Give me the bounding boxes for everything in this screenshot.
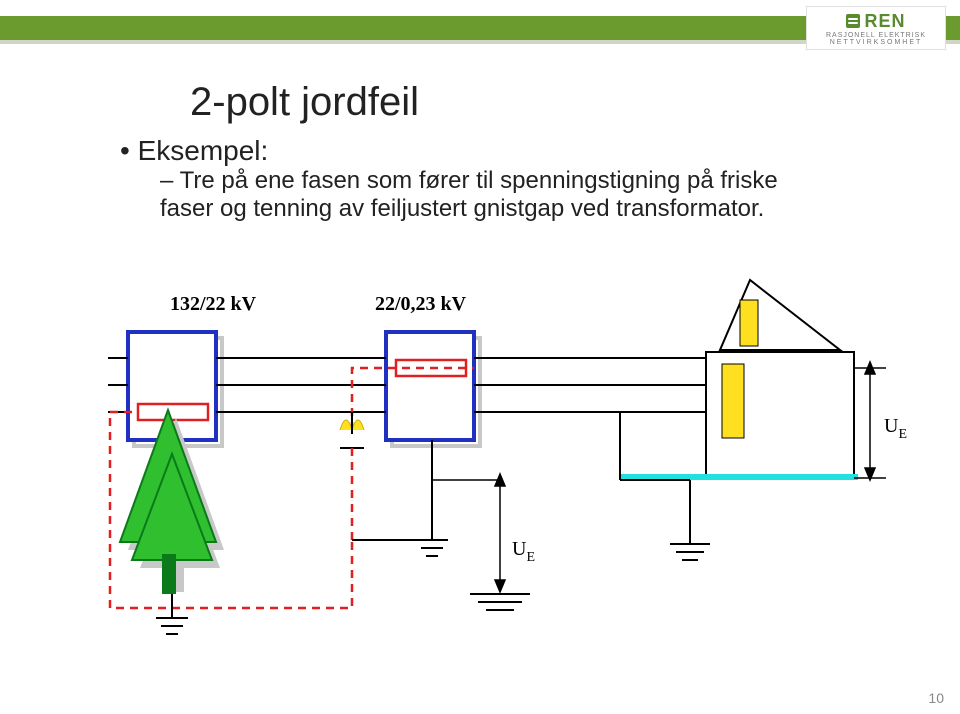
fault-path xyxy=(110,368,474,608)
slide-title: 2-polt jordfeil xyxy=(190,80,900,125)
bullet-main: • Eksempel: xyxy=(120,135,900,167)
ue-mid xyxy=(432,474,530,610)
content-area: 2-polt jordfeil • Eksempel: Tre på ene f… xyxy=(0,80,960,223)
ground-tree xyxy=(156,594,188,634)
ground-mid xyxy=(352,440,448,556)
page-number: 10 xyxy=(928,690,944,706)
slide-header: REN RASJONELL ELEKTRISK NETTVIRKSOMHET xyxy=(0,0,960,60)
tree-icon xyxy=(120,410,224,594)
bullet-sub1: Tre på ene fasen som fører til spennings… xyxy=(160,167,900,195)
logo-text: REN xyxy=(864,11,905,32)
left-transformer xyxy=(128,332,222,446)
ue-mid-label: UE xyxy=(512,538,535,565)
ground-house xyxy=(620,480,710,560)
logo: REN RASJONELL ELEKTRISK NETTVIRKSOMHET xyxy=(806,6,946,50)
logo-sub2: NETTVIRKSOMHET xyxy=(830,39,923,46)
house-floor xyxy=(620,474,858,480)
label-left-tx: 132/22 kV xyxy=(170,293,257,315)
logo-sub1: RASJONELL ELEKTRISK xyxy=(826,32,926,39)
middle-transformer xyxy=(386,332,480,446)
spark-gap xyxy=(340,412,364,540)
ue-house xyxy=(854,362,886,480)
ue-house-label: UE xyxy=(884,415,907,442)
logo-wave-icon xyxy=(846,14,860,28)
label-mid-tx: 22/0,23 kV xyxy=(375,293,467,315)
house-icon xyxy=(706,280,854,476)
bullet-sub2: faser og tenning av feiljustert gnistgap… xyxy=(160,195,900,223)
